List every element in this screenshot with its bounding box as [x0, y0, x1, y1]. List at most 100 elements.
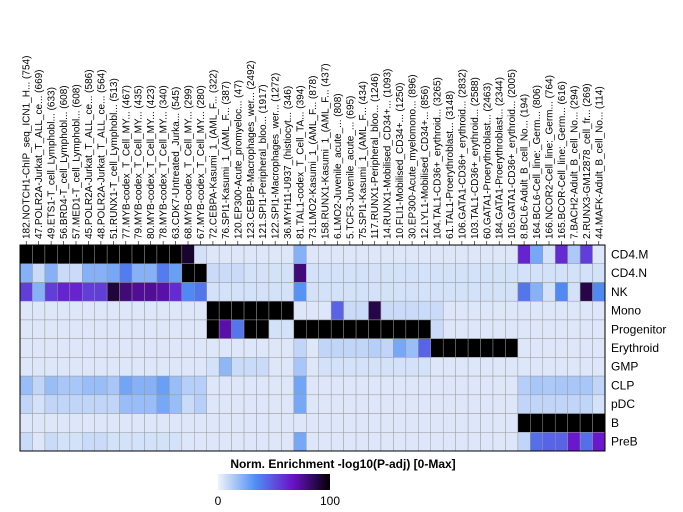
heatmap-cell	[293, 282, 307, 302]
heatmap-cell	[131, 282, 145, 302]
heatmap-cell	[32, 357, 46, 377]
column-label: 68.MYB-codex_T_Cell_MY... (299)	[184, 85, 195, 239]
heatmap-cell	[81, 263, 95, 283]
heatmap-cell	[19, 394, 33, 414]
column-label: 72.CEBPA-Kasumi_1_(AML_F... (322)	[208, 70, 219, 239]
heatmap-cell	[19, 432, 33, 452]
heatmap-cell	[480, 263, 494, 283]
heatmap-cell	[318, 394, 332, 414]
heatmap-cell	[554, 432, 568, 452]
heatmap-cell	[81, 432, 95, 452]
heatmap-cell	[32, 263, 46, 283]
heatmap-cell	[505, 432, 519, 452]
heatmap-cell	[268, 357, 282, 377]
heatmap-cell	[181, 300, 195, 321]
heatmap-cell	[430, 319, 444, 339]
heatmap-cell	[106, 432, 120, 452]
heatmap-cell	[218, 282, 232, 302]
row-label: Progenitor	[611, 322, 666, 336]
heatmap-cell	[355, 263, 369, 283]
heatmap-cell	[169, 413, 183, 433]
heatmap-cell	[131, 244, 145, 265]
heatmap-cell	[554, 338, 568, 358]
heatmap-cell	[281, 375, 295, 396]
heatmap-cell	[542, 338, 556, 358]
heatmap-cell	[94, 432, 108, 452]
heatmap-cell	[492, 244, 506, 265]
heatmap-cell	[231, 394, 245, 414]
row-label: PreB	[611, 435, 638, 449]
heatmap-cell	[579, 338, 593, 358]
heatmap-cell	[44, 375, 58, 396]
heatmap-cell	[19, 375, 33, 396]
heatmap-cell	[442, 375, 456, 396]
heatmap-cell	[418, 338, 432, 358]
heatmap-cell	[368, 263, 382, 283]
heatmap-cell	[181, 357, 195, 377]
heatmap-cell	[32, 244, 46, 265]
heatmap-cell	[355, 413, 369, 433]
heatmap-cell	[492, 357, 506, 377]
heatmap-cell	[194, 300, 208, 321]
heatmap-cell	[418, 432, 432, 452]
heatmap-cell	[69, 375, 83, 396]
heatmap-cell	[442, 338, 456, 358]
heatmap-cell	[218, 300, 232, 321]
heatmap-cell	[517, 357, 531, 377]
heatmap-cell	[592, 263, 606, 283]
heatmap-cell	[579, 282, 593, 302]
heatmap-cell	[19, 282, 33, 302]
heatmap-cell	[517, 338, 531, 358]
heatmap-cell	[243, 282, 257, 302]
column-label: 5.TCF3-Juvenile_acute_... (695)	[345, 96, 356, 239]
heatmap-cell	[492, 413, 506, 433]
heatmap-cell	[156, 244, 170, 265]
heatmap-cell	[69, 300, 83, 321]
column-label: 44.MAFK-Adult_B_cell_No... (114)	[594, 86, 605, 239]
heatmap-cell	[579, 357, 593, 377]
heatmap-cell	[480, 338, 494, 358]
heatmap-cell	[81, 338, 95, 358]
column-label: 184.GATA1-Proerythroblast... (2344)	[495, 77, 506, 239]
heatmap-cell	[405, 300, 419, 321]
heatmap-cell	[492, 338, 506, 358]
heatmap-cell	[256, 338, 270, 358]
heatmap-cell	[579, 319, 593, 339]
heatmap-cell	[505, 375, 519, 396]
heatmap-cell	[169, 357, 183, 377]
heatmap-cell	[393, 338, 407, 358]
heatmap-cell	[579, 413, 593, 433]
heatmap-cell	[530, 263, 544, 283]
heatmap-cell	[517, 432, 531, 452]
heatmap-cell	[355, 432, 369, 452]
heatmap-cell	[455, 432, 469, 452]
heatmap-cell	[530, 394, 544, 414]
heatmap-cell	[542, 244, 556, 265]
column-label: 60.GATA1-Proerythroblast... (2463)	[482, 83, 493, 239]
heatmap-cell	[480, 300, 494, 321]
heatmap-cell	[169, 244, 183, 265]
row-label: CLP	[611, 378, 634, 392]
heatmap-cell	[480, 244, 494, 265]
column-label: 14.RUNX1-Mobilised_CD34+... (1093)	[383, 69, 394, 239]
heatmap-cell	[144, 357, 158, 377]
heatmap-cell	[94, 319, 108, 339]
heatmap-cell	[194, 413, 208, 433]
heatmap-cell	[380, 394, 394, 414]
heatmap-cell	[554, 375, 568, 396]
heatmap-cell	[32, 338, 46, 358]
heatmap-cell	[144, 282, 158, 302]
heatmap-cell	[106, 357, 120, 377]
heatmap-cell	[256, 357, 270, 377]
heatmap-cell	[181, 432, 195, 452]
heatmap-cell	[131, 413, 145, 433]
heatmap-cell	[318, 282, 332, 302]
heatmap-cell	[144, 394, 158, 414]
heatmap-cell	[268, 282, 282, 302]
column-headers: 182.NOTCH1-ChIP_seq_ICN1_H... (754) 47.PO…	[22, 56, 605, 245]
heatmap-cell	[268, 300, 282, 321]
heatmap-cell	[44, 263, 58, 283]
heatmap-cell	[81, 319, 95, 339]
row-labels: CD4.M CD4.N NK Mono Progenitor Erythroid GMP CL…	[611, 247, 666, 448]
heatmap-cell	[243, 244, 257, 265]
